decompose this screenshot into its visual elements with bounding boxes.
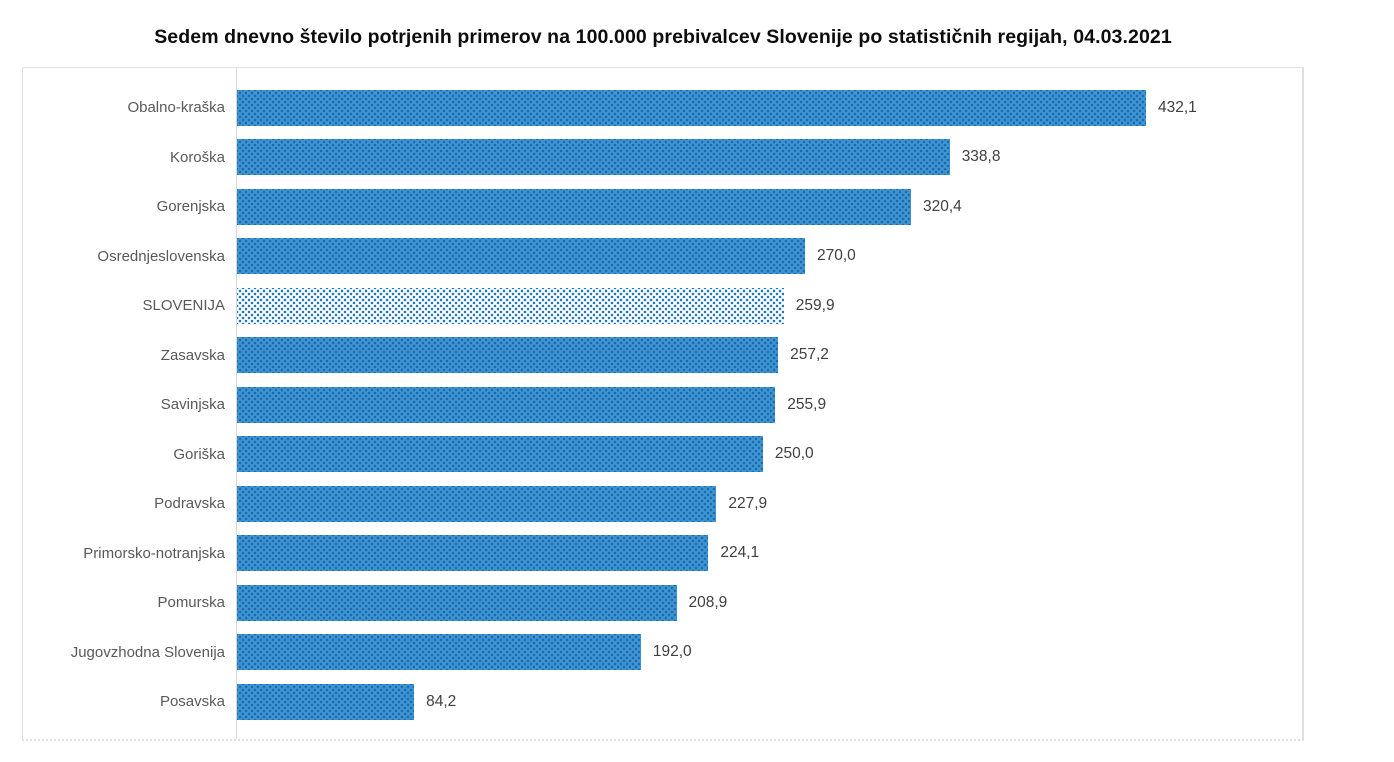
category-label: Jugovzhodna Slovenija [70,643,225,661]
bar-row: Zasavska 257,2 [23,331,1302,381]
category-label: Pomurska [157,594,225,612]
value-label: 432,1 [1158,98,1197,116]
bar [237,139,950,176]
bar-row: Goriška 250,0 [23,430,1302,480]
bar-row: Posavska 84,2 [23,677,1302,727]
value-label: 338,8 [961,148,1001,166]
bar [237,634,641,671]
category-label: Savinjska [160,396,225,414]
bar [237,89,1146,126]
plot-area: Obalno-kraška 432,1 Koroška 338,8 Gorenjska 3… [22,67,1304,741]
bar-row: Obalno-kraška 432,1 [23,83,1302,133]
bar-row: Osrednjeslovenska 270,0 [23,232,1302,282]
category-label: Primorsko-notranjska [83,544,225,562]
bar [237,683,415,720]
value-label: 270,0 [817,247,856,265]
bar-row: Gorenjska 320,4 [23,182,1302,232]
bar-rows: Obalno-kraška 432,1 Koroška 338,8 Gorenjska 3… [23,83,1302,727]
bar-row: Primorsko-notranjska 224,1 [23,529,1302,579]
bar [237,238,805,275]
bar-row: Jugovzhodna Slovenija 192,0 [23,628,1302,678]
bar [237,188,911,225]
value-label: 250,0 [774,445,814,463]
category-label: Posavska [159,693,225,711]
value-label: 259,9 [795,296,835,314]
value-label: 208,9 [688,593,728,611]
category-label: Koroška [169,148,225,166]
category-label: Goriška [173,445,225,463]
category-label: Osrednjeslovenska [97,247,225,265]
value-label: 84,2 [426,692,457,710]
bar [237,535,709,572]
bar [237,485,717,522]
category-label: Zasavska [160,346,225,364]
bar [237,584,677,621]
value-label: 224,1 [720,544,760,562]
value-label: 192,0 [652,643,692,661]
value-label: 255,9 [787,395,827,413]
bar-row: Koroška 338,8 [23,133,1302,183]
chart-title: Sedem dnevno število potrjenih primerov … [154,26,1172,48]
category-label: SLOVENIJA [142,297,225,315]
value-label: 227,9 [728,494,768,512]
bar-row: SLOVENIJA 259,9 [23,281,1302,331]
value-label: 320,4 [923,197,962,215]
bar-row: Savinjska 255,9 [23,380,1302,430]
value-label: 257,2 [790,346,829,364]
bar-row: Podravska 227,9 [23,479,1302,529]
bar-row: Pomurska 208,9 [23,578,1302,628]
bar-slovenija-highlight [237,287,784,324]
y-axis-line [236,68,237,739]
category-label: Gorenjska [156,198,225,216]
bar [237,386,776,423]
bar [237,337,779,374]
category-label: Obalno-kraška [127,99,225,117]
category-label: Podravska [154,495,225,513]
bar [237,436,763,473]
